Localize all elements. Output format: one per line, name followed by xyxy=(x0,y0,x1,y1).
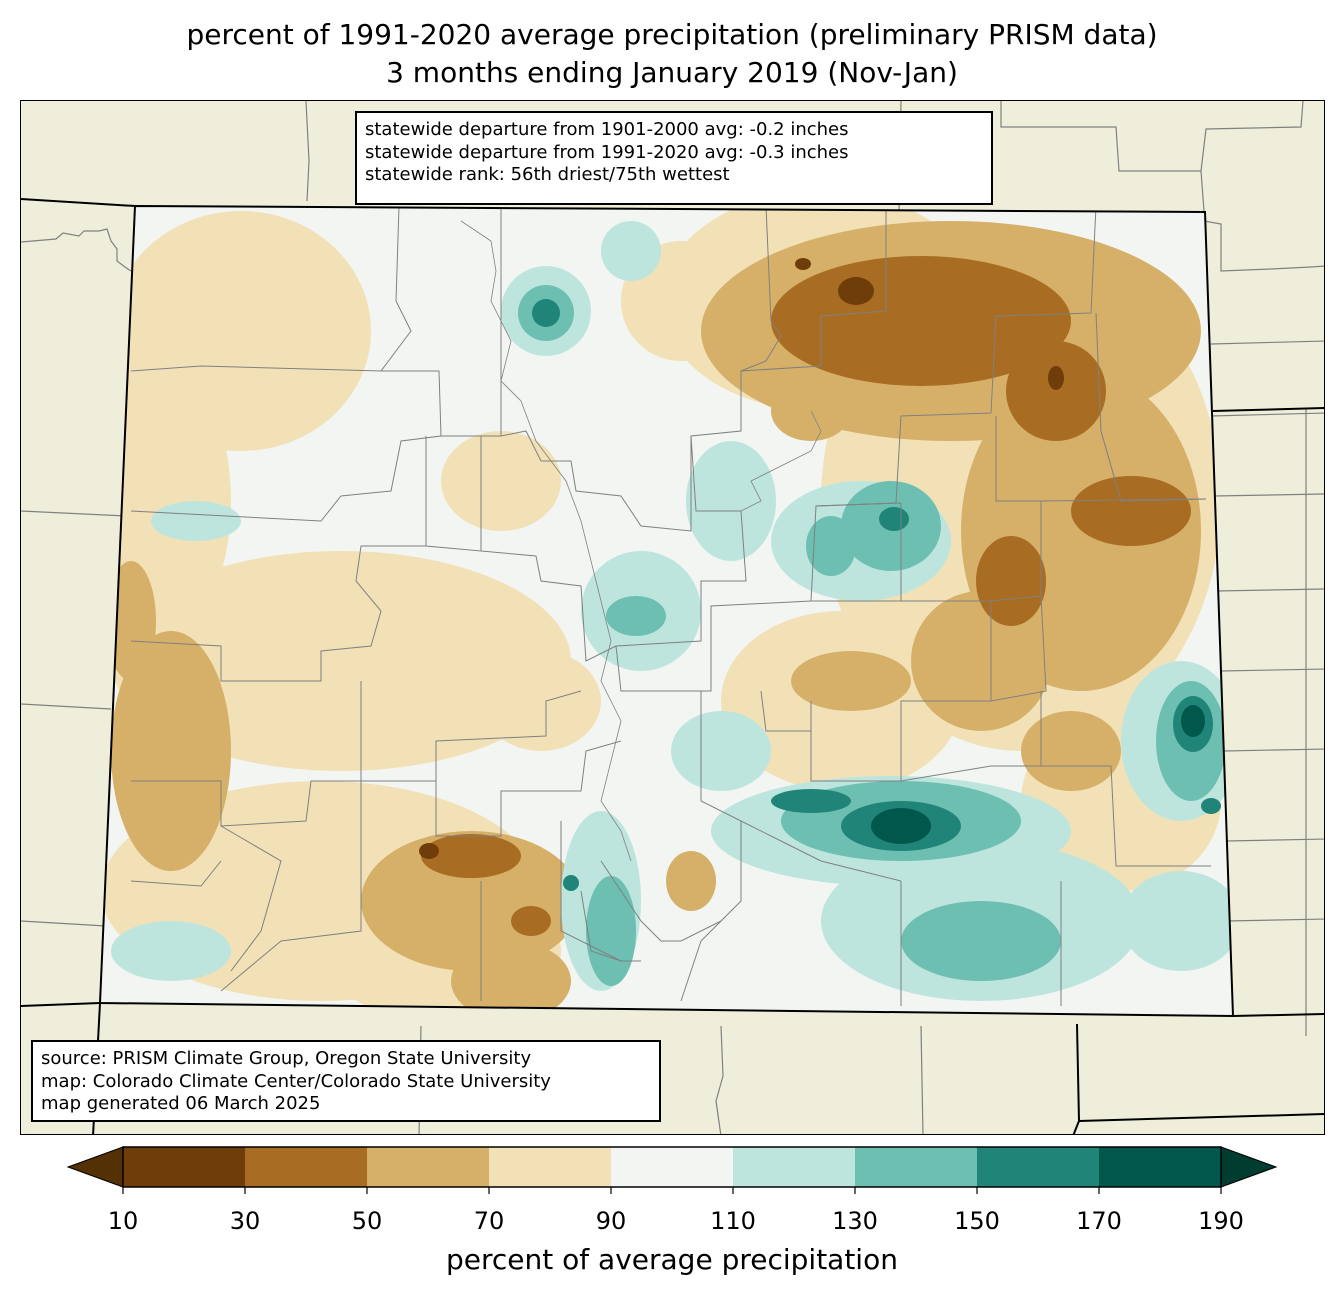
stats-rank: statewide rank: 56th driest/75th wettest xyxy=(365,164,730,185)
colorbar-bin xyxy=(977,1147,1100,1187)
source-box: source: PRISM Climate Group, Oregon Stat… xyxy=(31,1040,661,1122)
source-credit: source: PRISM Climate Group, Oregon Stat… xyxy=(41,1048,532,1069)
colorbar-tick-label: 130 xyxy=(832,1207,878,1235)
colorbar-bin xyxy=(245,1147,368,1187)
map-title-line2: 3 months ending January 2019 (Nov-Jan) xyxy=(386,56,958,89)
colorbar-bin xyxy=(855,1147,978,1187)
colorbar-tick-label: 50 xyxy=(352,1207,383,1235)
precipitation-map xyxy=(21,101,1324,1134)
colorbar-frame xyxy=(122,1146,1222,1188)
map-credit: map: Colorado Climate Center/Colorado St… xyxy=(41,1070,551,1092)
statewide-stats-box: statewide departure from 1901-2000 avg: … xyxy=(355,111,993,205)
colorbar-tick-label: 10 xyxy=(108,1207,139,1235)
colorbar-bin xyxy=(367,1147,490,1187)
colorbar-bin xyxy=(123,1147,246,1187)
colorbar: 10 30 50 70 90 110 130 150 170 190 xyxy=(66,1146,1278,1235)
colorbar-tick-label: 150 xyxy=(954,1207,1000,1235)
colorado-outline xyxy=(98,204,1235,1018)
colorbar-ticks: 10 30 50 70 90 110 130 150 170 190 xyxy=(108,1187,1244,1235)
colorbar-tick-label: 190 xyxy=(1198,1207,1244,1235)
colorbar-under-arrow xyxy=(66,1146,124,1188)
colorbar-bin xyxy=(489,1147,612,1187)
colorbar-tick-label: 30 xyxy=(230,1207,261,1235)
stats-departure-1991-2020: statewide departure from 1991-2020 avg: … xyxy=(365,141,849,163)
colorbar-bin xyxy=(611,1147,734,1187)
colorbar-bin xyxy=(1099,1147,1222,1187)
colorbar-tick-label: 90 xyxy=(596,1207,627,1235)
colorbar-bin xyxy=(733,1147,856,1187)
map-title-line1: percent of 1991-2020 average precipitati… xyxy=(186,18,1158,51)
map-panel xyxy=(20,100,1325,1135)
colorbar-tick-label: 70 xyxy=(474,1207,505,1235)
colorbar-tick-label: 110 xyxy=(710,1207,756,1235)
colorbar-bins xyxy=(123,1147,1222,1187)
map-generated-date: map generated 06 March 2025 xyxy=(41,1093,321,1114)
precip-anomaly-fill xyxy=(100,206,1233,1016)
stats-departure-1901-2000: statewide departure from 1901-2000 avg: … xyxy=(365,119,849,140)
colorbar-over-arrow xyxy=(1220,1146,1278,1188)
colorbar-tick-label: 170 xyxy=(1076,1207,1122,1235)
colorbar-label: percent of average precipitation xyxy=(446,1243,898,1276)
